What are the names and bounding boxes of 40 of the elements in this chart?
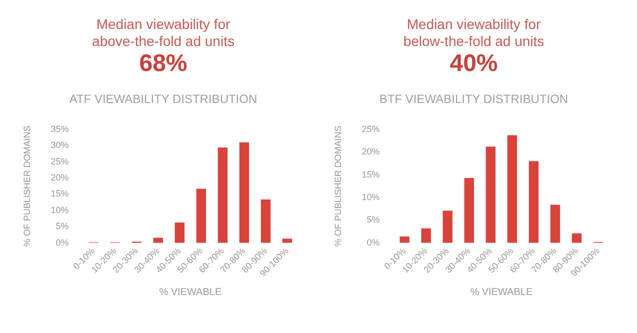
bar: [550, 204, 560, 243]
y-tick-label: 10%: [362, 192, 380, 202]
bar: [196, 188, 206, 243]
bar: [528, 161, 538, 243]
bar: [218, 148, 228, 243]
bar: [421, 228, 431, 243]
y-axis-title: % OF PUBLISHER DOMAINS: [22, 126, 32, 247]
y-tick-label: 5%: [56, 221, 70, 232]
x-axis-title: % VIEWABLE: [159, 286, 222, 298]
text: Median viewability for below-the-fold ad units: [402, 16, 546, 50]
bar: [399, 236, 410, 243]
y-tick-label: 15%: [51, 188, 70, 199]
bar: [464, 178, 474, 243]
y-tick-label: 5%: [366, 214, 380, 225]
bar: [175, 222, 185, 243]
y-tick-label: 0%: [366, 237, 380, 248]
bar: [507, 135, 517, 243]
bar: [442, 210, 452, 243]
bar: [486, 146, 496, 243]
y-tick-label: 30%: [51, 140, 70, 150]
y-tick-label: 0%: [56, 237, 70, 248]
y-tick-label: 35%: [51, 124, 70, 134]
bar: [261, 199, 271, 243]
bar: [154, 238, 164, 243]
y-tick-label: 25%: [362, 124, 380, 134]
bar: [282, 238, 292, 243]
y-axis-title: % OF PUBLISHER DOMAINS: [332, 126, 343, 247]
y-tick-label: 25%: [51, 156, 70, 166]
text: 68%: [138, 50, 188, 78]
chart-title: BTF VIEWABILITY DISTRIBUTION: [378, 92, 570, 106]
y-tick-label: 20%: [362, 146, 380, 157]
x-axis-title: % VIEWABLE: [470, 286, 533, 298]
bar: [240, 142, 250, 243]
y-tick-label: 10%: [51, 204, 70, 215]
y-tick-label: 20%: [51, 172, 70, 183]
text: 40%: [448, 50, 499, 78]
bar: [572, 233, 582, 243]
chart-title: ATF VIEWABILITY DISTRIBUTION: [68, 92, 258, 106]
y-tick-label: 15%: [362, 169, 380, 180]
text: Median viewability for above-the-fold ad units: [91, 16, 236, 50]
